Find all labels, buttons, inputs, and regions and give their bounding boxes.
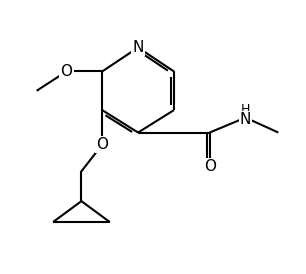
Text: O: O — [61, 64, 73, 79]
Text: N: N — [132, 40, 144, 55]
Text: N: N — [240, 113, 251, 127]
Text: H: H — [241, 103, 250, 116]
Text: O: O — [96, 137, 108, 152]
Text: O: O — [204, 159, 216, 174]
